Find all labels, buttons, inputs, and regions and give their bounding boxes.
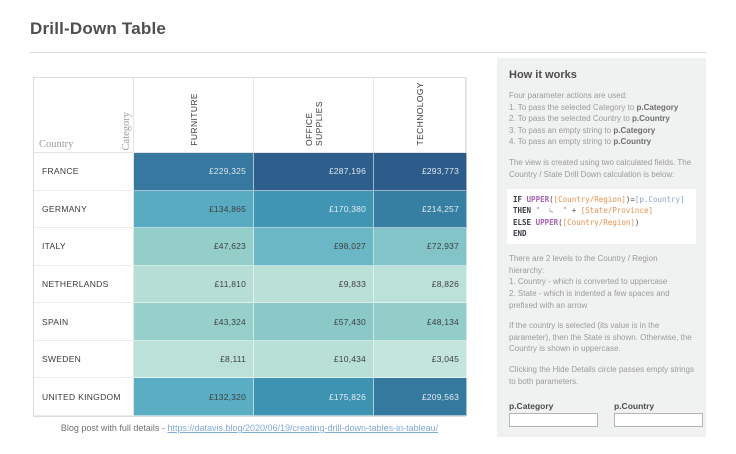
list-item: 2. State - which is indented a few space… — [509, 288, 670, 310]
drill-down-table: Country Category FURNITURE OFFICE SUPPLI… — [33, 77, 467, 417]
parameter-controls: p.Category p.Country — [509, 401, 703, 427]
hierarchy-note: There are 2 levels to the Country / Regi… — [509, 254, 658, 275]
value-cell[interactable]: £209,563 — [374, 378, 467, 416]
list-item: 1. To pass the selected Category to p.Ca… — [509, 102, 679, 112]
row-header-france[interactable]: FRANCE — [34, 153, 134, 191]
row-header-germany[interactable]: GERMANY — [34, 190, 134, 229]
row-header-italy[interactable]: ITALY — [34, 228, 134, 266]
hierarchy-list: 1. Country - which is converted to upper… — [509, 276, 694, 311]
value-cell[interactable]: £72,937 — [374, 228, 467, 266]
value-cell[interactable]: £170,380 — [254, 190, 374, 229]
list-item: 1. Country - which is converted to upper… — [509, 277, 668, 287]
list-item: 3. To pass an empty string to p.Category — [509, 125, 656, 135]
how-it-works-panel: How it works Four parameter actions are … — [497, 58, 706, 437]
value-cell[interactable]: £47,623 — [134, 228, 254, 266]
column-header-office-supplies[interactable]: OFFICE SUPPLIES — [254, 78, 374, 153]
calc-note: The view is created using two calculated… — [509, 157, 692, 179]
selection-note: If the country is selected (its value is… — [509, 321, 692, 354]
p-category-input[interactable] — [509, 413, 598, 427]
col-axis-label: Category — [121, 111, 132, 151]
value-cell[interactable]: £287,196 — [254, 153, 374, 191]
row-header-sweden[interactable]: SWEDEN — [34, 340, 134, 379]
p-category-label: p.Category — [509, 401, 554, 411]
value-cell[interactable]: £8,826 — [374, 265, 467, 304]
value-cell[interactable]: £48,134 — [374, 303, 467, 341]
footer-note: Blog post with full details - https://da… — [33, 423, 466, 433]
panel-heading: How it works — [509, 69, 577, 81]
row-axis-label: Country — [39, 139, 74, 150]
hide-details-note: Clicking the Hide Details circle passes … — [509, 364, 694, 386]
parameter-country: p.Country — [614, 401, 703, 427]
value-cell[interactable]: £8,111 — [134, 340, 254, 379]
value-cell[interactable]: £43,324 — [134, 303, 254, 341]
value-cell[interactable]: £293,773 — [374, 153, 467, 191]
blog-link[interactable]: https://datavis.blog/2020/06/19/creating… — [167, 423, 439, 433]
value-cell[interactable]: £98,027 — [254, 228, 374, 266]
value-cell[interactable]: £175,826 — [254, 378, 374, 416]
page-title: Drill-Down Table — [30, 19, 167, 38]
table-corner-cell: Country Category — [34, 78, 134, 153]
row-header-netherlands[interactable]: NETHERLANDS — [34, 265, 134, 304]
value-cell[interactable]: £3,045 — [374, 340, 467, 379]
list-item: 4. To pass an empty string to p.Country — [509, 137, 652, 147]
p-country-label: p.Country — [614, 401, 655, 411]
title-divider — [30, 52, 706, 53]
column-header-furniture[interactable]: FURNITURE — [134, 78, 254, 153]
intro-line: Four parameter actions are used: — [509, 91, 628, 100]
column-header-technology[interactable]: TECHNOLOGY — [374, 78, 467, 153]
value-cell[interactable]: £9,833 — [254, 265, 374, 304]
row-header-spain[interactable]: SPAIN — [34, 303, 134, 341]
parameter-category: p.Category — [509, 401, 598, 427]
parameter-actions-list: 1. To pass the selected Category to p.Ca… — [509, 102, 694, 148]
value-cell[interactable]: £57,430 — [254, 303, 374, 341]
value-cell[interactable]: £229,325 — [134, 153, 254, 191]
p-country-input[interactable] — [614, 413, 703, 427]
value-cell[interactable]: £214,257 — [374, 190, 467, 229]
value-cell[interactable]: £10,434 — [254, 340, 374, 379]
footer-text: Blog post with full details - — [60, 423, 168, 433]
value-cell[interactable]: £134,865 — [134, 190, 254, 229]
calculation-code-block: IF UPPER([Country/Region])=[p.Country] T… — [507, 189, 696, 245]
list-item: 2. To pass the selected Country to p.Cou… — [509, 114, 670, 124]
value-cell[interactable]: £132,320 — [134, 378, 254, 416]
row-header-united-kingdom[interactable]: UNITED KINGDOM — [34, 378, 134, 416]
value-cell[interactable]: £11,810 — [134, 265, 254, 304]
